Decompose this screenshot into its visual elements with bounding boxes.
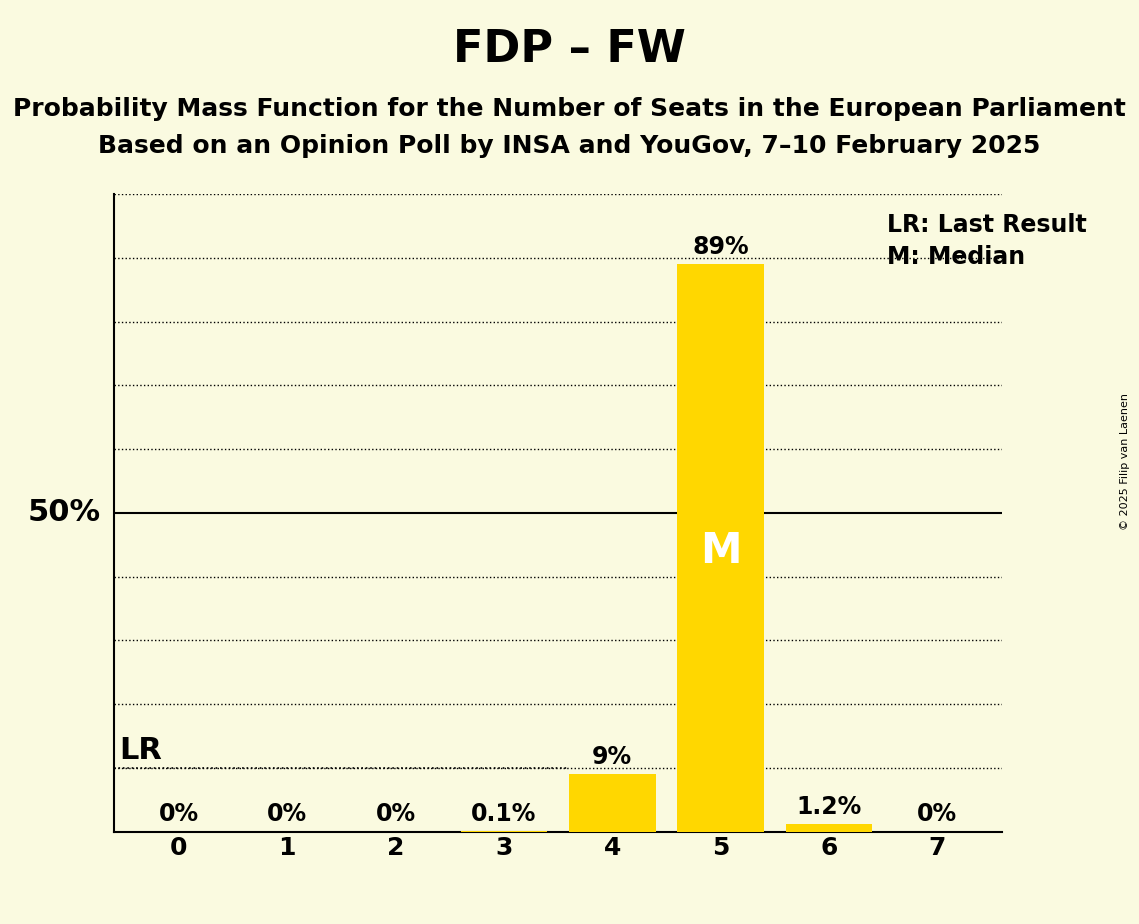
Text: 1.2%: 1.2%	[796, 795, 861, 819]
Text: 0%: 0%	[376, 803, 416, 826]
Text: © 2025 Filip van Laenen: © 2025 Filip van Laenen	[1121, 394, 1130, 530]
Text: LR: Last Result: LR: Last Result	[887, 213, 1087, 237]
Text: Based on an Opinion Poll by INSA and YouGov, 7–10 February 2025: Based on an Opinion Poll by INSA and You…	[98, 134, 1041, 158]
Text: M: Median: M: Median	[887, 245, 1025, 269]
Text: M: M	[699, 530, 741, 572]
Text: Probability Mass Function for the Number of Seats in the European Parliament: Probability Mass Function for the Number…	[13, 97, 1126, 121]
Text: 9%: 9%	[592, 745, 632, 769]
Bar	[786, 824, 872, 832]
Bar	[678, 264, 764, 832]
Text: 0.1%: 0.1%	[472, 802, 536, 826]
Text: FDP – FW: FDP – FW	[453, 28, 686, 71]
Text: 0%: 0%	[268, 803, 308, 826]
Text: LR: LR	[120, 736, 162, 765]
Text: 89%: 89%	[693, 235, 749, 259]
Text: 50%: 50%	[27, 498, 100, 528]
Text: 0%: 0%	[158, 803, 199, 826]
Bar	[570, 774, 656, 832]
Text: 0%: 0%	[917, 803, 958, 826]
